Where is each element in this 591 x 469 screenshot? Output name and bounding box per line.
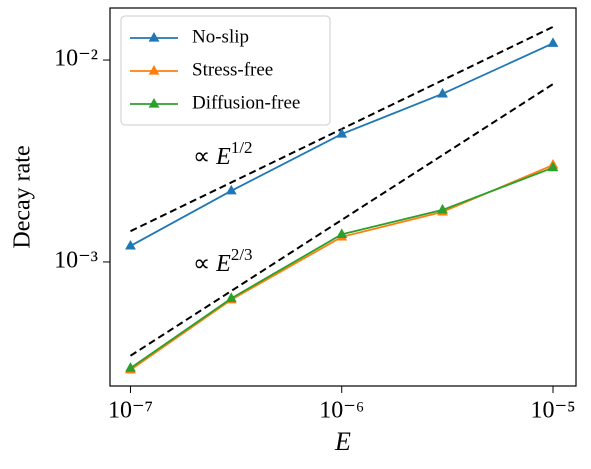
marker: [336, 128, 348, 138]
annotation-prefix: ∝: [193, 251, 216, 277]
legend-label: Diffusion-free: [192, 92, 300, 113]
y-tick-label: 10⁻²: [54, 46, 98, 72]
y-axis-label: Decay rate: [10, 145, 36, 248]
legend-box: [120, 15, 331, 126]
legend-marker: [148, 65, 160, 75]
plot-frame: [109, 7, 577, 387]
annotation-exponent: 2/3: [231, 245, 253, 264]
x-tick-label: 10⁻⁷: [108, 398, 153, 424]
marker: [125, 239, 136, 250]
annotation-variable: E: [215, 144, 231, 170]
annotation-prefix: ∝: [193, 144, 216, 170]
marker: [125, 362, 136, 372]
legend-marker: [148, 98, 160, 108]
legend-label: No-slip: [192, 26, 249, 47]
marker: [225, 184, 237, 195]
x-tick-label: 10⁻⁵: [530, 398, 575, 424]
x-axis-label: E: [334, 427, 351, 456]
y-tick-label: 10⁻³: [54, 247, 98, 273]
marker: [225, 292, 237, 302]
marker: [336, 228, 348, 238]
marker: [547, 37, 559, 47]
x-tick-label: 10⁻⁶: [319, 398, 364, 424]
annotation: ∝ E1/2: [193, 138, 253, 170]
annotation: ∝ E2/3: [193, 245, 253, 277]
annotation-exponent: 1/2: [231, 138, 253, 157]
legend-label: Stress-free: [192, 59, 273, 80]
marker: [547, 161, 559, 172]
annotation-variable: E: [215, 251, 231, 277]
marker: [437, 203, 448, 214]
marker: [437, 87, 448, 98]
reference-line: [129, 83, 554, 357]
legend-marker: [148, 32, 160, 42]
